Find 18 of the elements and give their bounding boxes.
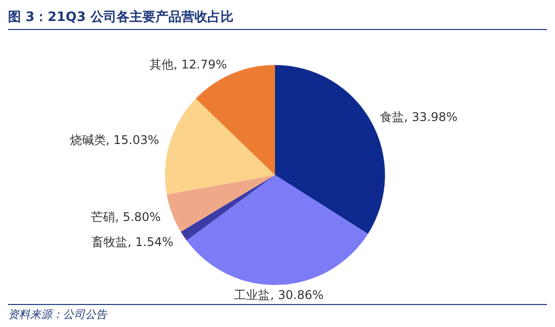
pie-slice xyxy=(180,175,275,241)
slice-label: 芒硝 xyxy=(91,210,116,224)
slice-label: 工业盐 xyxy=(234,288,270,302)
text: 资料来源：公司公告 xyxy=(8,307,547,322)
chart-title: 图 3：21Q3 公司各主要产品营收占比 xyxy=(8,8,547,30)
pie-slice xyxy=(166,175,275,232)
pie-slice xyxy=(165,98,275,194)
slice-label: 食盐 xyxy=(380,110,404,124)
slice-label: 畜牧盐 xyxy=(92,234,128,249)
data-label: , 1.54% xyxy=(128,234,174,249)
data-label: , 15.03% xyxy=(106,133,160,148)
data-label: , 33.98% xyxy=(404,110,458,124)
data-label: , 30.86% xyxy=(270,288,324,302)
pie-slice xyxy=(186,175,368,285)
data-label: , 5.80% xyxy=(115,210,161,224)
data-label: , 12.79% xyxy=(174,58,228,72)
slice-label: 其他 xyxy=(150,58,174,72)
slice-label: 烧碱类 xyxy=(70,133,106,148)
